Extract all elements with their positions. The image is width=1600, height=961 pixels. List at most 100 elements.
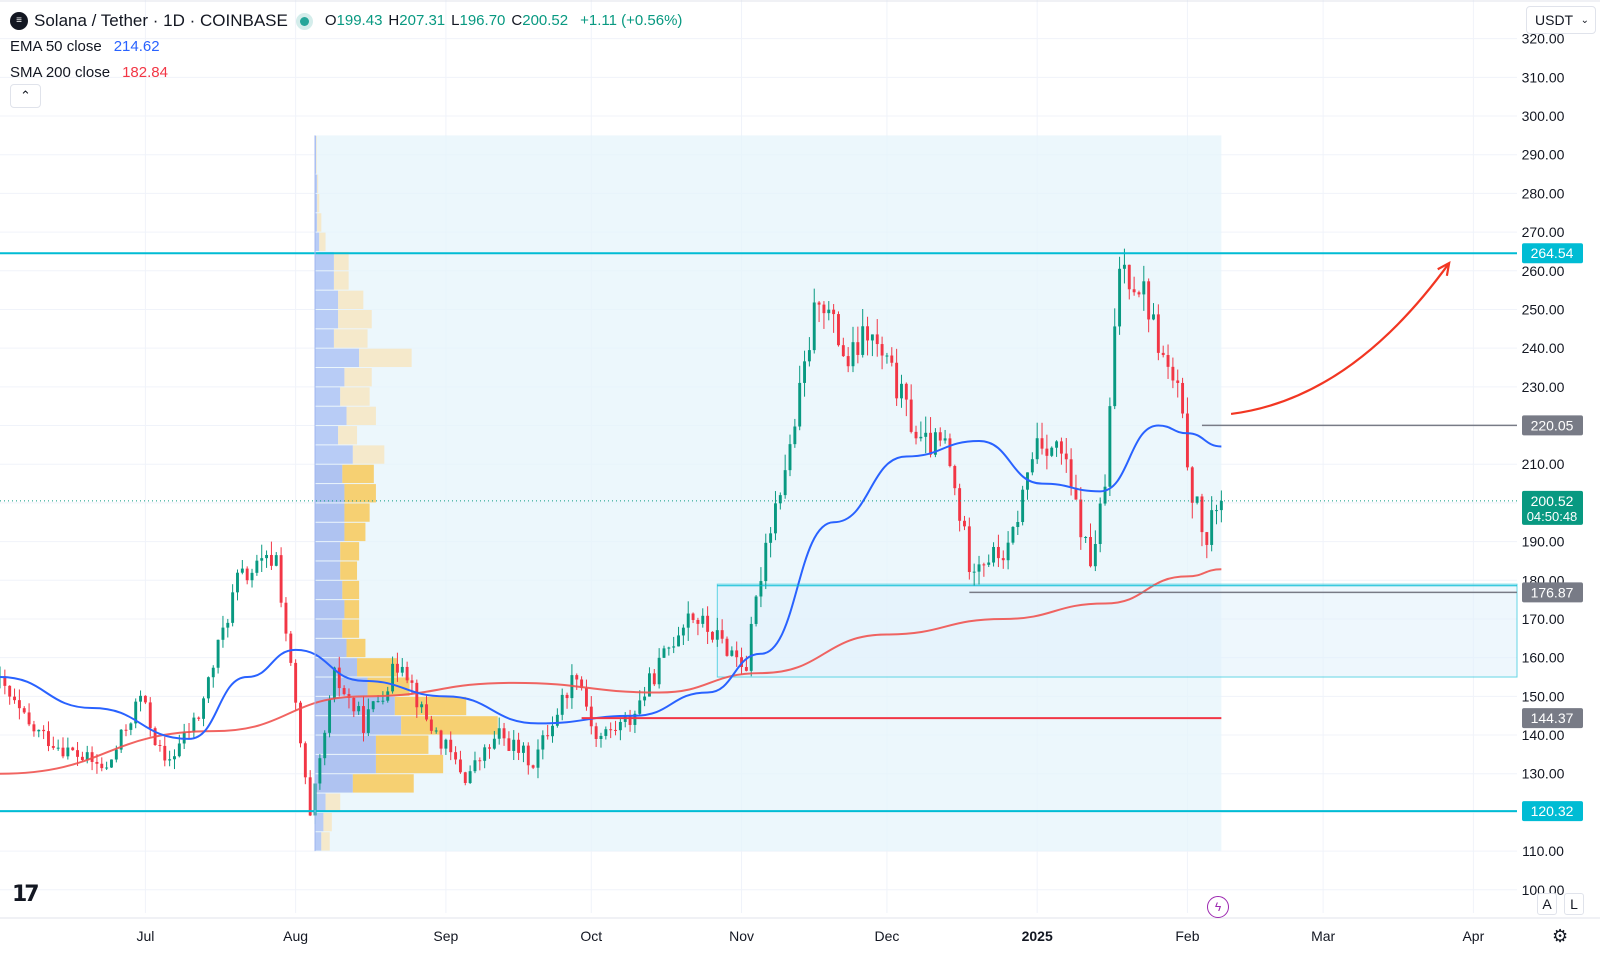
candle-body [124,729,128,731]
candle-body [909,399,913,432]
volume-row-up [315,542,341,561]
moving-averages [0,424,1222,775]
volume-row-up [315,426,339,445]
volume-row-up [315,368,345,387]
candle-body [376,701,380,703]
candle-body [1152,314,1155,320]
candle-body [633,713,637,725]
candle-body [114,749,118,760]
candle-body [110,759,113,768]
candle-body [1215,510,1218,512]
candle-body [299,702,302,744]
candle-body [400,666,404,673]
ohlc-key: H [388,12,400,29]
candle-body [395,663,399,673]
volume-row-up [315,309,339,329]
lightning-icon[interactable]: ϟ [1207,896,1229,918]
candle-body [686,613,690,628]
volume-row-down [394,696,467,716]
candle-body [895,362,899,399]
forecast-arrow [1230,262,1451,416]
time-tick-label: Sep [433,928,458,944]
ema-50-line [0,424,1222,740]
price-label-box [1522,582,1583,603]
candle-body [61,747,65,757]
price-tick-label: 110.00 [1522,843,1564,859]
candle-body [880,344,884,356]
candle-body [885,355,889,357]
candle-body [328,698,332,733]
volume-row-down [342,464,374,484]
candle-body [706,615,710,632]
candle-body [362,706,365,733]
candle-body [1016,522,1020,528]
candle-body [352,697,356,712]
candle-body [1011,527,1015,543]
market-status-icon[interactable] [299,16,309,26]
candle-body [497,728,501,739]
candle-body [953,466,957,489]
candle-body [546,735,550,737]
candle-body [289,633,293,663]
currency-select[interactable]: USDT ⌄ [1526,6,1596,34]
candle-body [357,706,361,712]
candle-body [657,657,661,685]
candle-body [938,432,942,441]
volume-row-down [344,503,370,522]
candle-body [226,622,230,628]
candle-body [294,662,298,703]
symbol-title[interactable]: Solana / Tether · 1D · COINBASE [34,11,288,30]
volume-row-up [315,174,318,193]
indicator-sma[interactable]: SMA 200 close 182.84 [10,60,688,86]
indicator-ema[interactable]: EMA 50 close 214.62 [10,34,688,60]
volume-row-down [319,232,326,251]
ohlc-key: O [324,12,337,29]
candle-body [788,444,792,471]
candle-body [3,676,7,686]
candle-body [56,747,60,749]
price-tick-label: 150.00 [1522,688,1565,704]
candle-body [730,650,734,656]
candle-body [584,688,588,707]
candle-body [1045,448,1049,456]
candle-body [526,745,530,766]
volume-row-up [315,348,360,368]
candle-body [13,696,16,701]
candle-body [982,564,986,566]
candle-body [667,647,671,649]
candle-body [1176,380,1180,383]
volume-row-up [315,580,343,600]
candle-body [580,679,584,689]
time-tick-label: Jul [136,928,154,944]
candle-body [1181,382,1185,414]
volume-row-up [315,793,326,812]
candle-body [391,663,395,692]
candle-body [720,630,724,639]
auto-scale-button[interactable]: A [1537,893,1557,915]
volume-row-down [321,832,330,851]
candle-body [274,555,278,566]
candle-body [95,761,99,764]
price-axis: 100.00110.00120.00130.00140.00150.00160.… [1522,31,1565,898]
candle-body [197,717,201,719]
collapse-legend-button[interactable]: ⌃ [10,84,41,108]
candle-body [531,765,535,768]
candle-body [870,334,874,341]
candle-body [468,771,472,783]
candle-body [1171,366,1175,381]
candle-body [725,638,729,656]
log-scale-button[interactable]: L [1564,893,1584,915]
candle-body [875,334,879,345]
volume-row-up [315,484,345,503]
candle-body [1098,503,1102,545]
candle-body [1069,459,1073,488]
volume-row-down [338,290,364,309]
candle-body [1205,532,1209,545]
price-tick-label: 190.00 [1522,534,1565,550]
candle-body [1200,496,1204,533]
tradingview-logo-icon[interactable]: 17 [12,882,40,907]
gear-icon[interactable]: ⚙ [1552,926,1569,946]
price-tick-label: 250.00 [1522,301,1565,317]
